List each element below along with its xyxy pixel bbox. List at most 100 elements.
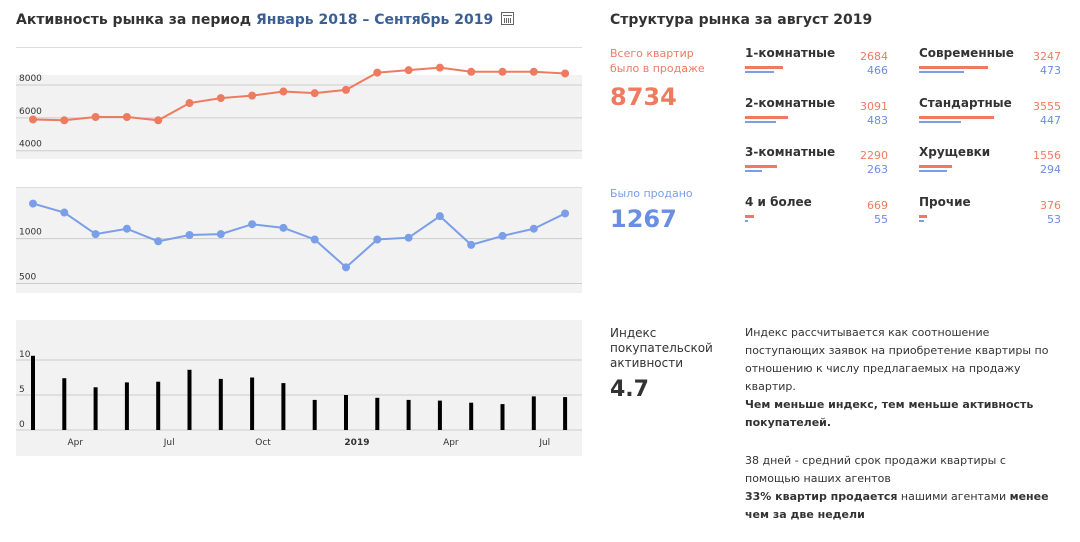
- desc-bold-line: Чем меньше индекс, тем меньше активность: [745, 398, 1034, 411]
- index-label-line1: Индекс: [610, 326, 657, 340]
- types-sold-count: 294: [1040, 163, 1061, 176]
- index-label-line2: покупательской: [610, 341, 713, 355]
- desc-line: Индекс рассчитывается как соотношение: [745, 326, 990, 339]
- desc-bold-line: покупателей.: [745, 416, 832, 429]
- data-point: [248, 220, 257, 229]
- rooms-sold-count: 263: [867, 163, 888, 176]
- types-offered-bar: [919, 165, 952, 168]
- data-point: [404, 66, 413, 75]
- data-point: [29, 199, 37, 208]
- y-tick-label: 0: [19, 420, 25, 430]
- types-offered-count: 376: [1040, 199, 1061, 212]
- index-label: Индекс покупательской активности: [610, 326, 713, 371]
- bar: [156, 381, 161, 430]
- types-offered-count: 3555: [1033, 100, 1061, 113]
- data-point: [91, 113, 100, 122]
- total-label-line1: Всего квартир: [610, 47, 694, 60]
- bar: [531, 396, 536, 430]
- range-start[interactable]: Январь 2018: [255, 12, 358, 28]
- offered-line-chart: 4000 6000 8000: [16, 47, 582, 159]
- data-point: [122, 224, 131, 233]
- data-point: [435, 212, 444, 221]
- data-point: [216, 94, 225, 103]
- data-point: [498, 67, 507, 76]
- agents-line: помощью наших агентов: [745, 472, 891, 485]
- rooms-offered-bar: [745, 215, 754, 218]
- data-point: [91, 230, 100, 239]
- bar: [344, 395, 348, 430]
- bar: [469, 402, 474, 430]
- data-point: [467, 240, 476, 249]
- rooms-name: 3-комнатные: [745, 145, 836, 159]
- types-sold-bar: [919, 220, 924, 222]
- y-tick-label: 6000: [19, 107, 42, 117]
- agents-info: 38 дней - средний срок продажи квартиры …: [745, 452, 1065, 524]
- data-point: [60, 116, 69, 125]
- data-point: [248, 91, 257, 100]
- types-sold-count: 473: [1040, 64, 1061, 77]
- index-value: 4.7: [610, 377, 649, 402]
- rooms-offered-count: 2684: [860, 50, 888, 63]
- range-end[interactable]: Сентябрь 2019: [374, 12, 494, 28]
- types-sold-bar: [919, 71, 964, 73]
- y-tick-label: 8000: [19, 74, 42, 84]
- data-point: [373, 235, 382, 244]
- desc-line: поступающих заявок на приобретение кварт…: [745, 344, 1049, 357]
- title-prefix: Активность рынка за период: [16, 12, 252, 28]
- x-tick-label: Apr: [443, 438, 459, 448]
- bar: [187, 369, 192, 430]
- bar: [93, 387, 98, 430]
- types-offered-bar: [919, 66, 988, 69]
- total-value: 8734: [610, 83, 677, 111]
- rooms-name: 1-комнатные: [745, 46, 836, 60]
- y-tick-label: 10: [19, 350, 31, 360]
- rooms-sold-count: 55: [874, 213, 888, 226]
- types-sold-count: 53: [1047, 213, 1061, 226]
- data-point: [310, 235, 319, 244]
- series-line: [32, 202, 566, 269]
- rooms-offered-count: 2290: [860, 149, 888, 162]
- data-point: [29, 115, 37, 124]
- rooms-offered-count: 3091: [860, 100, 888, 113]
- agents-normal: нашими агентами: [897, 490, 1010, 503]
- bar: [250, 377, 255, 430]
- plot-background: [16, 187, 582, 293]
- data-point: [529, 224, 538, 233]
- sold-value: 1267: [610, 205, 677, 233]
- agents-bold: менее: [1009, 490, 1049, 503]
- x-tick-label: Jul: [538, 438, 550, 448]
- sold-line-chart: 500 1000: [16, 187, 582, 293]
- data-point: [310, 89, 319, 98]
- date-range[interactable]: Январь 2018 – Сентябрь 2019: [256, 12, 493, 28]
- data-point: [279, 223, 288, 232]
- types-sold-bar: [919, 121, 961, 123]
- types-name: Прочие: [919, 195, 971, 209]
- bar: [312, 399, 317, 430]
- rooms-sold-count: 483: [867, 114, 888, 127]
- data-point: [404, 233, 413, 242]
- rooms-name: 4 и более: [745, 195, 812, 209]
- x-tick-label: Jul: [163, 438, 175, 448]
- bar: [406, 399, 411, 430]
- bar: [563, 397, 568, 430]
- rooms-sold-bar: [745, 121, 776, 123]
- types-name: Хрущевки: [919, 145, 991, 159]
- x-tick-label: Oct: [255, 438, 271, 448]
- rooms-sold-bar: [745, 170, 762, 172]
- data-point: [185, 231, 194, 240]
- bar: [281, 383, 286, 430]
- y-tick-label: 500: [19, 273, 36, 283]
- types-offered-bar: [919, 116, 994, 119]
- types-offered-bar: [919, 215, 927, 218]
- activity-bar-chart: 0 5 10 Apr Jul Oct 2019 Apr Jul: [16, 320, 582, 456]
- x-tick-label: Apr: [67, 438, 83, 448]
- data-point: [498, 231, 507, 240]
- bar: [62, 378, 67, 430]
- page-title: Активность рынка за период Январь 2018 –…: [16, 12, 515, 28]
- y-tick-label: 1000: [19, 228, 42, 238]
- calendar-icon[interactable]: [501, 12, 515, 25]
- data-point: [467, 67, 476, 76]
- rooms-offered-bar: [745, 66, 783, 69]
- rooms-offered-count: 669: [867, 199, 888, 212]
- bar: [124, 382, 129, 430]
